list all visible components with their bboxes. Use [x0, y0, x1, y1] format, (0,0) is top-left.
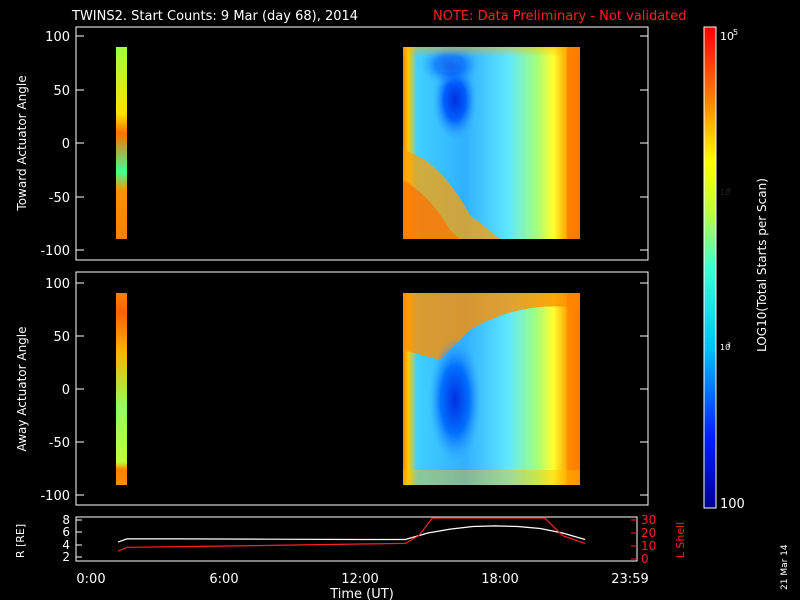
ytick-l-0: 0 [641, 552, 649, 566]
colorbar-tick-1e3-exp: 3 [727, 342, 731, 349]
ylabel-toward: Toward Actuator Angle [15, 75, 29, 211]
data-strip-toward-early [116, 47, 127, 239]
ytick-toward-100: 100 [45, 30, 70, 45]
y-axis-away [76, 282, 648, 496]
colorbar: 10 5 10 4 10 3 100 LOG10(Total Starts pe… [703, 26, 769, 512]
colorbar-tick-1e4-main: 10 [720, 188, 730, 197]
xtick-2359: 23:59 [611, 572, 648, 587]
ytick-l-30: 30 [641, 513, 656, 527]
xtick-18: 18:00 [481, 572, 518, 587]
colorbar-top-main: 10 [720, 30, 734, 43]
colorbar-label: LOG10(Total Starts per Scan) [755, 178, 769, 352]
colorbar-tick-1e4-exp: 4 [727, 187, 731, 194]
ephemeris-lines [117, 517, 586, 552]
ytick-away-m50: -50 [49, 436, 70, 451]
preliminary-note: NOTE: Data Preliminary - Not validated [433, 9, 687, 24]
ytick-away-0: 0 [62, 383, 70, 398]
ytick-away-m100: -100 [40, 489, 70, 504]
y-axis-toward [76, 35, 648, 251]
ylabel-away: Away Actuator Angle [15, 326, 29, 451]
xlabel-time: Time (UT) [329, 587, 394, 600]
xtick-6: 6:00 [209, 572, 238, 587]
ytick-away-100: 100 [45, 277, 70, 292]
data-strip-away-early [116, 293, 127, 485]
ylabel-lshell: L Shell [674, 522, 687, 558]
ytick-away-50: 50 [53, 330, 70, 345]
ytick-toward-50: 50 [53, 84, 70, 99]
colorbar-top-exp: 5 [733, 28, 738, 37]
date-stamp: 21 Mar 14 [780, 544, 790, 590]
panel-ephemeris: 8 6 4 2 R [RE] 30 20 10 0 L Shell 0:00 6… [14, 513, 687, 600]
ylabel-r: R [RE] [14, 524, 27, 558]
ytick-r-4: 4 [62, 538, 70, 552]
panel-away: 100 50 0 -50 -100 Away Actuator Angle [15, 271, 649, 506]
colorbar-gradient [703, 26, 717, 509]
plot-title: TWINS2. Start Counts: 9 Mar (day 68), 20… [71, 9, 358, 24]
ytick-toward-0: 0 [62, 137, 70, 152]
series-line-lshell [117, 517, 586, 552]
series-line-r [117, 525, 586, 543]
ytick-r-8: 8 [62, 513, 70, 527]
ytick-l-20: 20 [641, 526, 656, 540]
xtick-0: 0:00 [76, 572, 105, 587]
ytick-toward-m50: -50 [49, 191, 70, 206]
ytick-r-2: 2 [62, 550, 70, 564]
ytick-l-10: 10 [641, 539, 656, 553]
colorbar-bottom-label: 100 [720, 497, 745, 512]
xtick-12: 12:00 [341, 572, 378, 587]
ytick-toward-m100: -100 [40, 244, 70, 259]
colorbar-tick-1e3-main: 10 [720, 343, 730, 352]
data-block-away [403, 293, 580, 485]
ytick-r-6: 6 [62, 525, 70, 539]
data-block-toward [403, 45, 580, 239]
panel-toward: 100 50 0 -50 -100 Toward Actuator Angle [15, 26, 649, 261]
